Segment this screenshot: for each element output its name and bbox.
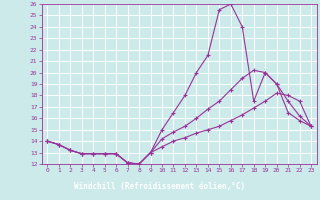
Text: Windchill (Refroidissement éolien,°C): Windchill (Refroidissement éolien,°C) bbox=[75, 182, 245, 192]
